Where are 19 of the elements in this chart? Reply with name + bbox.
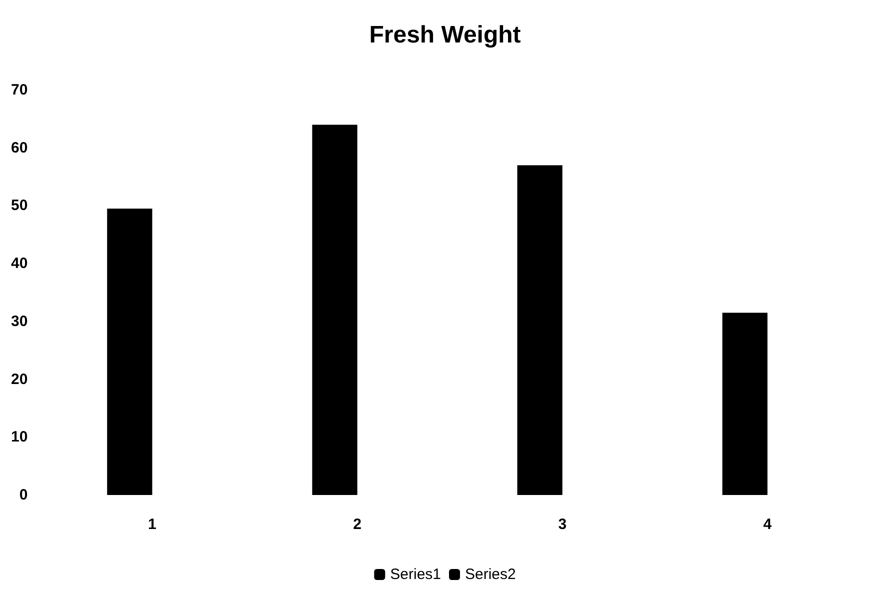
bar — [107, 208, 152, 495]
x-tick-label: 3 — [558, 516, 567, 533]
x-tick-label: 4 — [763, 516, 772, 533]
y-tick-label: 50 — [10, 197, 28, 214]
chart-title: Fresh Weight — [369, 22, 521, 48]
legend-label: Series2 — [465, 566, 516, 583]
y-tick-label: 60 — [10, 139, 28, 156]
x-tick-label: 2 — [353, 516, 362, 533]
y-tick-label: 0 — [19, 486, 28, 504]
x-tick-label: 1 — [148, 516, 156, 533]
y-tick-label: 40 — [10, 255, 28, 272]
bar — [312, 124, 358, 495]
y-tick-label: 30 — [10, 312, 28, 330]
legend-label: Series1 — [390, 566, 441, 583]
y-tick-label: 20 — [10, 370, 28, 388]
bar — [722, 312, 768, 495]
y-tick-label: 70 — [10, 82, 28, 98]
y-tick-label: 10 — [10, 428, 28, 446]
bar — [517, 165, 562, 495]
